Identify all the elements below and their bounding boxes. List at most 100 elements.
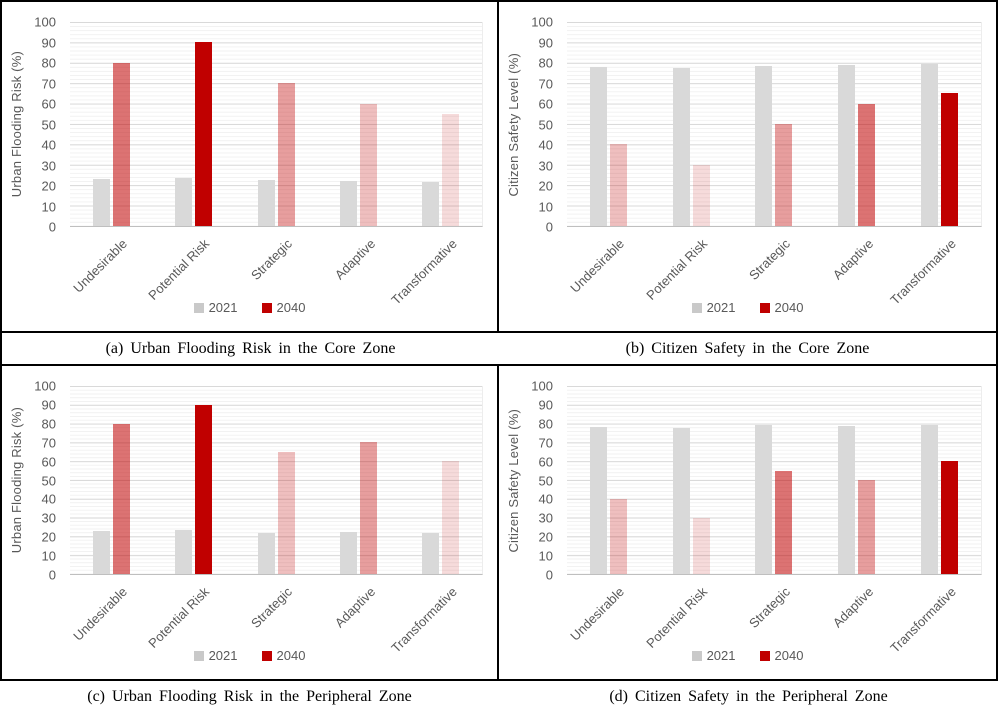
y-tick-label-0: 0 [545,219,553,235]
x-axis-labels: Undesirable Potential Risk Strategic Adapti… [70,579,483,656]
bar-group-undesirable [567,22,650,226]
y-tick-label-90: 90 [41,35,56,50]
bar-2021-adaptive [339,531,357,574]
bar-2021-adaptive [339,181,357,226]
bar-2021-undesirable [92,179,110,226]
x-label-transformative: Transformative [388,236,461,308]
legend-item-2040: 2040 [759,300,804,315]
bar-group-potential-risk [650,22,733,226]
bar-2021-undesirable [92,530,110,574]
x-label-potential-risk: Potential Risk [643,584,711,651]
chart-citizen-safety-peripheral-zone: Citizen Safety Level (%) 0 10 20 30 40 50 60 70 8… [499,366,996,679]
bar-2021-strategic [755,65,773,226]
legend-item-2040: 2040 [759,648,804,663]
bar-group-potential-risk [650,386,733,574]
bar-2021-strategic [257,532,275,574]
y-tick-label-10: 10 [41,199,56,214]
bar-2040-transformative [941,461,959,574]
plot-area [567,386,982,575]
y-tick-label-60: 60 [538,96,553,112]
legend-item-2021: 2021 [193,648,238,663]
legend-label-2040: 2040 [774,300,804,315]
bar-group-potential-risk [152,386,234,574]
chart-row-top: Urban Flooding Risk (%) 0 10 20 30 40 50 60 70 80… [2,2,996,331]
legend-swatch-2040 [759,650,770,661]
bar-2040-undesirable [112,62,130,226]
bar-2040-potential-risk [692,164,710,226]
caption-c: (c) Urban Flooding Risk in the Periphera… [87,688,412,705]
bar-group-strategic [235,386,317,574]
bar-2040-strategic [277,451,295,574]
x-label-potential-risk: Potential Risk [643,236,711,303]
bar-group-strategic [235,22,317,226]
chart-urban-flooding-peripheral-zone: Urban Flooding Risk (%) 0 10 20 30 40 50 60 70 80… [2,366,499,679]
plot-area [70,22,483,227]
legend-item-2021: 2021 [691,300,736,315]
y-axis-title: Citizen Safety Level (%) [505,408,521,553]
y-tick-label-100: 100 [531,14,553,30]
legend-swatch-2021 [691,302,702,313]
plot-area [567,22,982,227]
y-tick-labels: 0 10 20 30 40 50 60 70 80 90 100 [26,379,62,583]
figure-grid: Urban Flooding Risk (%) 0 10 20 30 40 50 60 70 80… [0,0,998,681]
bar-2040-undesirable [609,144,627,226]
caption-a: (a) Urban Flooding Risk in the Core Zone [105,339,396,357]
y-tick-label-60: 60 [41,454,56,470]
y-tick-label-40: 40 [41,491,56,507]
bar-2040-strategic [775,124,793,226]
legend-item-2021: 2021 [691,648,736,663]
x-label-potential-risk: Potential Risk [145,584,213,651]
legend: 2021 2040 [2,648,497,663]
bar-2040-potential-risk [195,404,213,574]
x-label-adaptive: Adaptive [829,236,877,283]
bar-2021-transformative [422,532,440,574]
legend: 2021 2040 [2,300,497,315]
plot-area [70,386,483,575]
bar-2021-adaptive [838,64,856,226]
legend-item-2021: 2021 [193,300,238,315]
bar-2021-adaptive [838,426,856,574]
y-tick-label-20: 20 [538,178,553,194]
y-tick-label-70: 70 [538,435,553,451]
x-label-strategic: Strategic [746,236,794,283]
bar-group-adaptive [815,22,898,226]
bar-2040-potential-risk [692,517,710,574]
x-label-transformative: Transformative [388,584,461,656]
y-tick-label-60: 60 [41,96,56,112]
legend-swatch-2021 [691,650,702,661]
bar-2021-undesirable [589,427,607,574]
y-tick-label-100: 100 [531,378,553,394]
bar-group-undesirable [567,386,650,574]
legend-item-2040: 2040 [261,648,305,663]
y-tick-label-30: 30 [41,158,56,173]
chart-citizen-safety-core-zone: Citizen Safety Level (%) 0 10 20 30 40 50 60 70 8… [499,2,996,331]
y-axis: Citizen Safety Level (%) [501,386,525,575]
y-tick-label-60: 60 [538,454,553,470]
legend-swatch-2040 [261,650,272,661]
y-tick-label-90: 90 [538,35,553,50]
y-tick-label-20: 20 [41,529,56,545]
legend-item-2040: 2040 [261,300,305,315]
x-label-undesirable: Undesirable [567,584,628,644]
bar-2021-potential-risk [672,428,690,574]
bar-group-undesirable [70,22,152,226]
y-tick-label-90: 90 [538,397,553,413]
x-label-transformative: Transformative [887,584,960,656]
legend-swatch-2021 [193,650,204,661]
caption-b: (b) Citizen Safety in the Core Zone [625,339,870,357]
y-axis: Citizen Safety Level (%) [501,22,525,227]
y-tick-label-20: 20 [41,178,56,194]
bar-2040-strategic [775,470,793,574]
bar-group-transformative [898,22,981,226]
legend-label-2040: 2040 [774,648,804,663]
bar-group-strategic [733,22,816,226]
y-tick-label-80: 80 [538,55,553,71]
y-tick-label-100: 100 [34,378,56,394]
bar-2040-adaptive [858,480,876,574]
y-tick-label-50: 50 [41,473,56,488]
x-label-strategic: Strategic [248,584,296,631]
x-label-potential-risk: Potential Risk [145,236,213,303]
x-label-undesirable: Undesirable [567,236,628,296]
x-axis-labels: Undesirable Potential Risk Strategic Adapti… [70,231,483,308]
legend-swatch-2040 [759,302,770,313]
